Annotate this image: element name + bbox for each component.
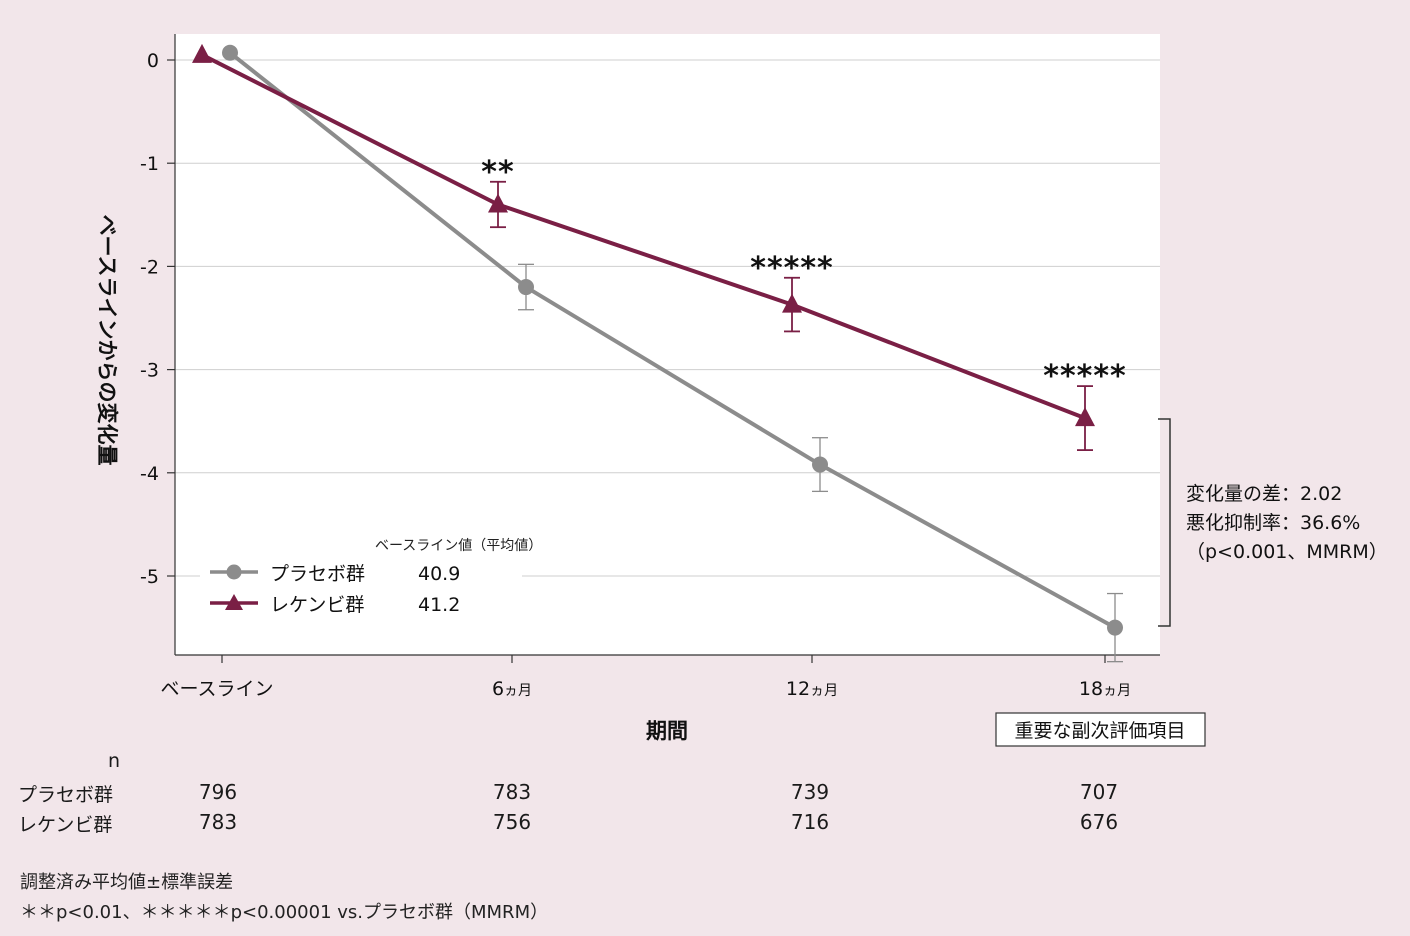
- y-tick-label-0: 0: [147, 50, 159, 72]
- n-cell-0-2: 739: [790, 780, 830, 804]
- legend: ベースライン値（平均値） プラセボ群 40.9 レケンビ群 41.2: [200, 528, 542, 624]
- legend-marker-placebo: [226, 564, 242, 580]
- marker-1-1: [488, 193, 508, 213]
- axes: [174, 34, 1160, 656]
- significance-1: **: [481, 155, 514, 190]
- series-line-1: [201, 53, 1086, 420]
- n-cell-1-3: 676: [1079, 810, 1119, 834]
- marker-1-2: [782, 293, 802, 313]
- series-line-0: [228, 51, 1116, 630]
- difference-annotation-3: （p<0.001、MMRM）: [1186, 541, 1388, 563]
- y-axis-label: ベースラインからの変化量: [95, 215, 119, 466]
- key-endpoint-label: 重要な副次評価項目: [1014, 720, 1185, 742]
- marker-1-3: [1075, 407, 1095, 427]
- marker-0-0: [222, 44, 238, 61]
- marker-0-3: [1107, 619, 1123, 636]
- grid-lines: [175, 59, 1160, 577]
- y-tick-label-3: -3: [140, 360, 159, 382]
- footnote-significance: ＊＊p<0.01、＊＊＊＊＊p<0.00001 vs.プラセボ群（MMRM）: [20, 902, 549, 923]
- n-cell-0-0: 796: [198, 780, 238, 804]
- n-cell-0-3: 707: [1079, 780, 1119, 804]
- x-tick-label-1: 6ヵ月: [492, 678, 532, 700]
- x-ticks: ベースライン 6ヵ月 12ヵ月 18ヵ月: [160, 655, 1131, 700]
- n-row-label-placebo: プラセボ群: [18, 784, 114, 806]
- n-cell-1-0: 783: [198, 810, 238, 834]
- x-tick-label-0: ベースライン: [160, 678, 273, 700]
- n-cell-0-1: 783: [492, 780, 532, 804]
- chart: 0-1-2-3-4-5 ベースライン 6ヵ月 12ヵ月 18ヵ月 **********…: [95, 34, 1388, 747]
- y-tick-label-4: -4: [140, 463, 159, 485]
- legend-label-placebo: プラセボ群: [270, 563, 365, 585]
- x-axis-label: 期間: [646, 719, 688, 743]
- significance-3: *****: [1043, 359, 1126, 394]
- difference-annotation-2: 悪化抑制率：36.6%: [1186, 512, 1360, 534]
- marker-0-1: [518, 279, 534, 296]
- legend-baseline-lecanemab: 41.2: [418, 594, 460, 616]
- y-tick-label-5: -5: [140, 566, 159, 588]
- difference-bracket: [1158, 418, 1171, 627]
- n-cell-1-2: 716: [790, 810, 830, 834]
- y-tick-label-2: -2: [140, 256, 159, 278]
- x-tick-label-2: 12ヵ月: [786, 678, 838, 700]
- legend-background: [200, 528, 522, 624]
- legend-title: ベースライン値（平均値）: [375, 538, 542, 554]
- n-cell-1-1: 756: [492, 810, 532, 834]
- n-row-label-lecanemab: レケンビ群: [18, 814, 113, 836]
- series-markers: [192, 43, 1123, 636]
- y-tick-label-1: -1: [140, 153, 159, 175]
- marker-0-2: [812, 456, 828, 473]
- legend-marker-lecanemab: [225, 594, 243, 610]
- legend-label-lecanemab: レケンビ群: [270, 594, 364, 616]
- n-table-header: n: [108, 750, 121, 772]
- series-lines: [201, 51, 1116, 630]
- significance-2: *****: [750, 251, 833, 286]
- footnote-adjusted-mean: 調整済み平均値±標準誤差: [20, 872, 234, 893]
- legend-baseline-placebo: 40.9: [418, 563, 460, 585]
- key-endpoint-box: [995, 712, 1206, 747]
- y-ticks: 0 -1 -2 -3 -4 -5: [140, 50, 175, 588]
- significance-marks: ************: [481, 155, 1126, 394]
- x-tick-label-3: 18ヵ月: [1079, 678, 1131, 700]
- difference-annotation-1: 変化量の差：2.02: [1186, 483, 1342, 505]
- marker-1-0: [192, 43, 212, 63]
